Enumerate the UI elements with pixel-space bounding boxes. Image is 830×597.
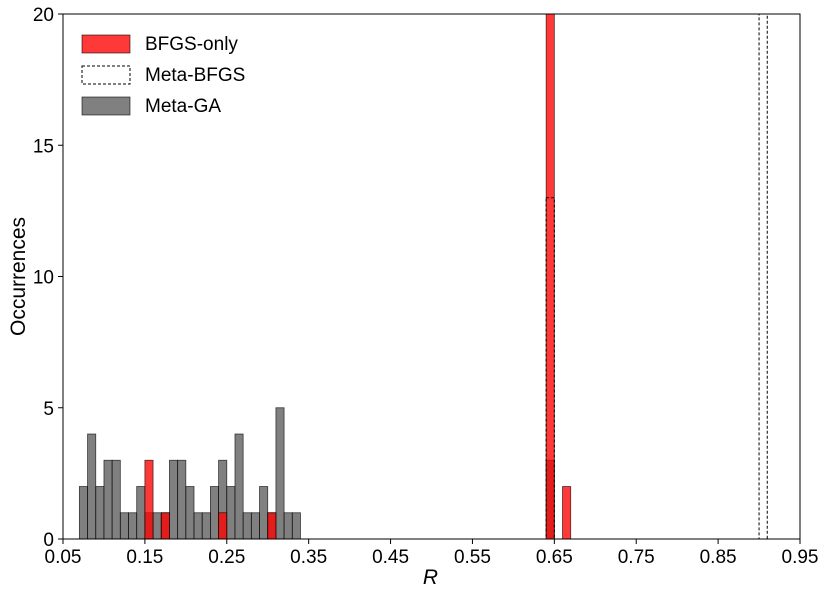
y-tick-label-4: 20 [33, 5, 54, 26]
meta-ga-bar-11 [169, 459, 179, 540]
meta-ga-bar-6 [128, 512, 138, 540]
bfgs-only-bar-2 [218, 512, 228, 540]
x-tick-label-3: 0.35 [290, 547, 327, 568]
x-axis-ticks: 0.05 0.15 0.25 0.35 0.45 0.55 0.65 0.75 0.85 0.95 [45, 539, 819, 568]
x-tick-label-4: 0.45 [372, 547, 409, 568]
meta-ga-bar-19 [234, 433, 244, 540]
x-tick-label-2: 0.25 [208, 547, 245, 568]
meta-ga-bar-22 [259, 486, 269, 540]
x-tick-label-5: 0.55 [454, 547, 491, 568]
y-axis-title: Occurrences [7, 217, 30, 336]
x-axis-title: R [423, 566, 438, 589]
y-tick-label-1: 5 [43, 399, 54, 420]
meta-ga-bar-12 [177, 459, 187, 540]
bfgs-only-bar-1 [160, 512, 170, 540]
meta-ga-bar-9 [152, 512, 162, 540]
meta-ga-bar-0 [78, 486, 88, 540]
meta-ga-bar-16 [209, 486, 219, 540]
y-tick-label-0: 0 [43, 530, 54, 551]
legend-swatch-bfgs-only [81, 34, 131, 54]
meta-ga-bar-20 [242, 512, 252, 540]
meta-ga-bar-13 [185, 486, 195, 540]
x-tick-label-1: 0.15 [126, 547, 163, 568]
legend-label-meta-bfgs: Meta-BFGS [145, 65, 245, 86]
bfgs-only-bar-5 [562, 486, 572, 540]
x-tick-label-7: 0.75 [618, 547, 655, 568]
meta-ga-bar-3 [103, 459, 113, 540]
y-tick-label-2: 10 [33, 268, 54, 289]
legend-label-meta-ga: Meta-GA [145, 96, 221, 117]
bfgs-only-bar-4 [545, 13, 555, 540]
y-axis-ticks: 0 5 10 15 20 [33, 5, 63, 551]
legend-item-meta-ga: Meta-GA [81, 96, 221, 117]
meta-ga-bar-24 [275, 407, 285, 540]
meta-bfgs-bar-1 [758, 13, 768, 540]
y-tick-label-3: 15 [33, 136, 54, 157]
series-bfgs-only [144, 13, 572, 540]
meta-ga-bar-1 [87, 433, 97, 540]
legend-swatch-meta-ga [81, 96, 131, 116]
x-tick-label-9: 0.95 [782, 547, 819, 568]
bfgs-only-bar-0 [144, 459, 154, 540]
legend-item-meta-bfgs: Meta-BFGS [81, 65, 245, 86]
x-tick-label-0: 0.05 [45, 547, 82, 568]
meta-ga-bar-15 [201, 512, 211, 540]
bars-layer [78, 13, 768, 540]
legend-label-bfgs-only: BFGS-only [145, 34, 238, 55]
legend: BFGS-only Meta-BFGS Meta-GA [81, 34, 245, 117]
legend-swatch-meta-bfgs [81, 65, 131, 85]
meta-ga-bar-2 [95, 486, 105, 540]
bfgs-only-bar-3 [267, 512, 277, 540]
series-meta-bfgs [545, 13, 768, 540]
meta-ga-bar-21 [250, 512, 260, 540]
meta-ga-bar-26 [291, 512, 301, 540]
meta-ga-bar-4 [111, 459, 121, 540]
meta-ga-bar-14 [193, 512, 203, 540]
x-tick-label-8: 0.85 [700, 547, 737, 568]
meta-ga-bar-25 [283, 512, 293, 540]
meta-ga-bar-18 [226, 486, 236, 540]
x-tick-label-6: 0.65 [536, 547, 573, 568]
legend-item-bfgs-only: BFGS-only [81, 34, 238, 55]
meta-ga-bar-7 [136, 486, 146, 540]
meta-ga-bar-5 [119, 512, 129, 540]
